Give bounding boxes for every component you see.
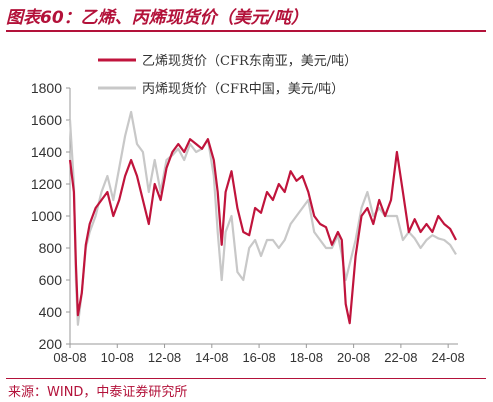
y-tick-label: 1800	[31, 80, 62, 96]
line-chart: 200 400 600 800 1000 1200 1400 1600 1800 08-08 10…	[31, 53, 465, 365]
x-tick-label: 14-08	[195, 350, 228, 365]
y-tick-group: 200 400 600 800 1000 1200 1400 1600 1800	[31, 80, 70, 352]
x-tick-label: 10-08	[101, 350, 134, 365]
y-tick-label: 1600	[31, 112, 62, 128]
y-tick-label: 1400	[31, 144, 62, 160]
x-tick-label: 18-08	[290, 350, 323, 365]
legend-label: 乙烯现货价（CFR东南亚，美元/吨）	[142, 53, 357, 69]
x-tick-label: 08-08	[53, 350, 86, 365]
legend: 乙烯现货价（CFR东南亚，美元/吨） 丙烯现货价（CFR中国，美元/吨）	[98, 53, 357, 97]
x-tick-label: 22-08	[384, 350, 417, 365]
y-tick-label: 1000	[31, 208, 62, 224]
series-line-ethylene	[68, 138, 457, 325]
figure-title: 图表60：乙烯、丙烯现货价（美元/吨）	[6, 8, 308, 28]
x-tick-label: 12-08	[148, 350, 181, 365]
y-tick-label: 200	[39, 336, 63, 352]
x-tick-label: 20-08	[337, 350, 370, 365]
source-note: 来源：WIND，中泰证券研究所	[8, 385, 188, 400]
title-rule	[6, 30, 486, 32]
y-tick-label: 600	[39, 272, 63, 288]
y-tick-label: 400	[39, 304, 63, 320]
series-layer	[68, 110, 457, 326]
y-tick-label: 1200	[31, 176, 62, 192]
y-tick-label: 800	[39, 240, 63, 256]
legend-label: 丙烯现货价（CFR中国，美元/吨）	[142, 81, 344, 97]
series-line-propylene	[68, 110, 457, 326]
x-tick-label: 24-08	[432, 350, 465, 365]
x-tick-label: 16-08	[242, 350, 275, 365]
source-rule	[6, 378, 486, 379]
x-tick-group: 08-08 10-08 12-08 14-08 16-08 18-08 20-08 22-08…	[53, 344, 465, 365]
